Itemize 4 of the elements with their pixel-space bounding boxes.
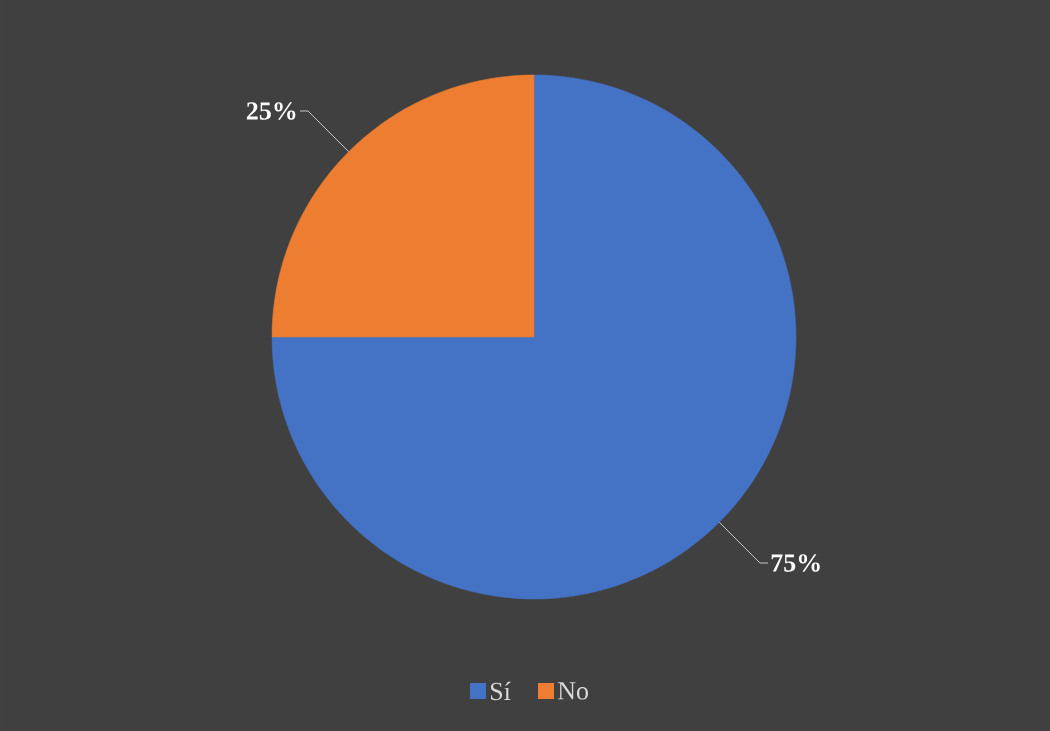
legend-label: Sí bbox=[490, 681, 511, 701]
data-label: 75% bbox=[771, 554, 820, 572]
data-label: 25% bbox=[246, 102, 296, 120]
legend-label: No bbox=[557, 682, 588, 700]
